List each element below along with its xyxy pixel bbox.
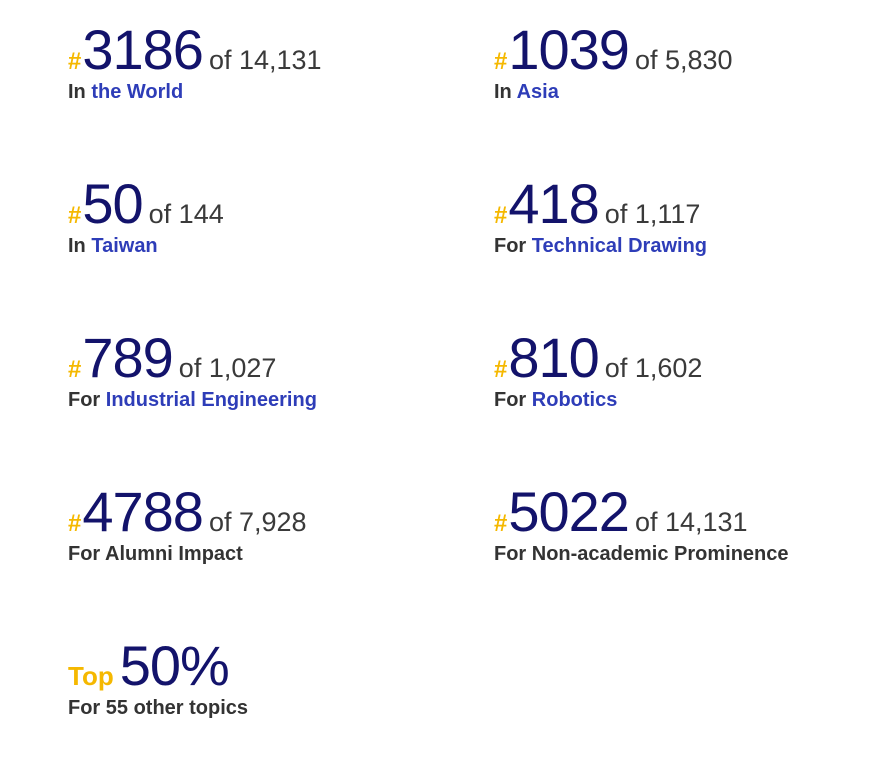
rank-total: of 14,131	[208, 45, 322, 75]
link-the-world[interactable]: the World	[91, 81, 184, 103]
rank-line: # 3186 of 14,131	[68, 19, 322, 81]
rank-number: 418	[508, 172, 599, 235]
rank-line: # 50 of 144	[68, 173, 224, 235]
ranking-taiwan: # 50 of 144 In Taiwan	[68, 173, 224, 258]
rank-label: In Asia	[494, 81, 733, 104]
link-robotics[interactable]: Robotics	[531, 389, 618, 411]
rank-label-prefix: In	[494, 81, 517, 103]
rank-label: In Taiwan	[68, 235, 224, 258]
rank-label-text: For 55 other topics	[68, 697, 249, 719]
rank-label-prefix: For	[494, 389, 532, 411]
link-industrial-engineering[interactable]: Industrial Engineering	[105, 389, 317, 411]
rank-total: of 5,830	[634, 45, 733, 75]
rank-total: of 1,027	[178, 353, 277, 383]
ranking-asia: # 1039 of 5,830 In Asia	[494, 19, 733, 104]
rank-label-prefix: For	[68, 389, 106, 411]
rank-number: 5022	[508, 480, 630, 543]
rank-line: # 4788 of 7,928	[68, 481, 307, 543]
hash-symbol: #	[68, 48, 82, 75]
ranking-non-academic-prominence: # 5022 of 14,131 For Non-academic Promin…	[494, 481, 789, 566]
rank-label: For Technical Drawing	[494, 235, 707, 258]
rank-label: For Alumni Impact	[68, 543, 307, 566]
rank-number: 789	[82, 326, 173, 389]
rank-line: # 5022 of 14,131	[494, 481, 789, 543]
rank-line: # 1039 of 5,830	[494, 19, 733, 81]
hash-symbol: #	[494, 202, 508, 229]
ranking-industrial-engineering: # 789 of 1,027 For Industrial Engineerin…	[68, 327, 317, 412]
rank-total: of 1,117	[604, 199, 701, 229]
ranking-robotics: # 810 of 1,602 For Robotics	[494, 327, 702, 412]
rank-number: 810	[508, 326, 599, 389]
rank-label-prefix: For	[494, 235, 532, 257]
ranking-alumni-impact: # 4788 of 7,928 For Alumni Impact	[68, 481, 307, 566]
hash-symbol: #	[494, 356, 508, 383]
hash-symbol: #	[68, 510, 82, 537]
rank-label: For Industrial Engineering	[68, 389, 317, 412]
rank-label: For Robotics	[494, 389, 702, 412]
rank-total: of 7,928	[208, 507, 307, 537]
link-technical-drawing[interactable]: Technical Drawing	[531, 235, 708, 257]
top-percent-value: 50%	[119, 634, 230, 697]
rank-label-text: For Non-academic Prominence	[494, 543, 789, 565]
link-asia[interactable]: Asia	[516, 81, 559, 103]
rank-number: 4788	[82, 480, 204, 543]
rank-line: # 789 of 1,027	[68, 327, 317, 389]
rank-number: 1039	[508, 18, 630, 81]
hash-symbol: #	[68, 356, 82, 383]
link-taiwan[interactable]: Taiwan	[91, 235, 158, 257]
rank-number: 50	[82, 172, 143, 235]
rank-line: # 418 of 1,117	[494, 173, 707, 235]
rank-label: For 55 other topics	[68, 697, 248, 720]
rank-label: In the World	[68, 81, 322, 104]
ranking-world: # 3186 of 14,131 In the World	[68, 19, 322, 104]
rank-label-prefix: In	[68, 235, 92, 257]
rank-label-prefix: In	[68, 81, 92, 103]
rank-total: of 1,602	[604, 353, 703, 383]
rank-label: For Non-academic Prominence	[494, 543, 789, 566]
rank-line: # 810 of 1,602	[494, 327, 702, 389]
rank-total: of 144	[148, 199, 224, 229]
ranking-top-percent: Top 50% For 55 other topics	[68, 635, 248, 720]
hash-symbol: #	[68, 202, 82, 229]
rank-label-text: For Alumni Impact	[68, 543, 243, 565]
hash-symbol: #	[494, 510, 508, 537]
ranking-technical-drawing: # 418 of 1,117 For Technical Drawing	[494, 173, 707, 258]
top-prefix: Top	[68, 661, 114, 691]
rank-line: Top 50%	[68, 635, 248, 697]
rank-total: of 14,131	[634, 507, 748, 537]
rank-number: 3186	[82, 18, 204, 81]
hash-symbol: #	[494, 48, 508, 75]
